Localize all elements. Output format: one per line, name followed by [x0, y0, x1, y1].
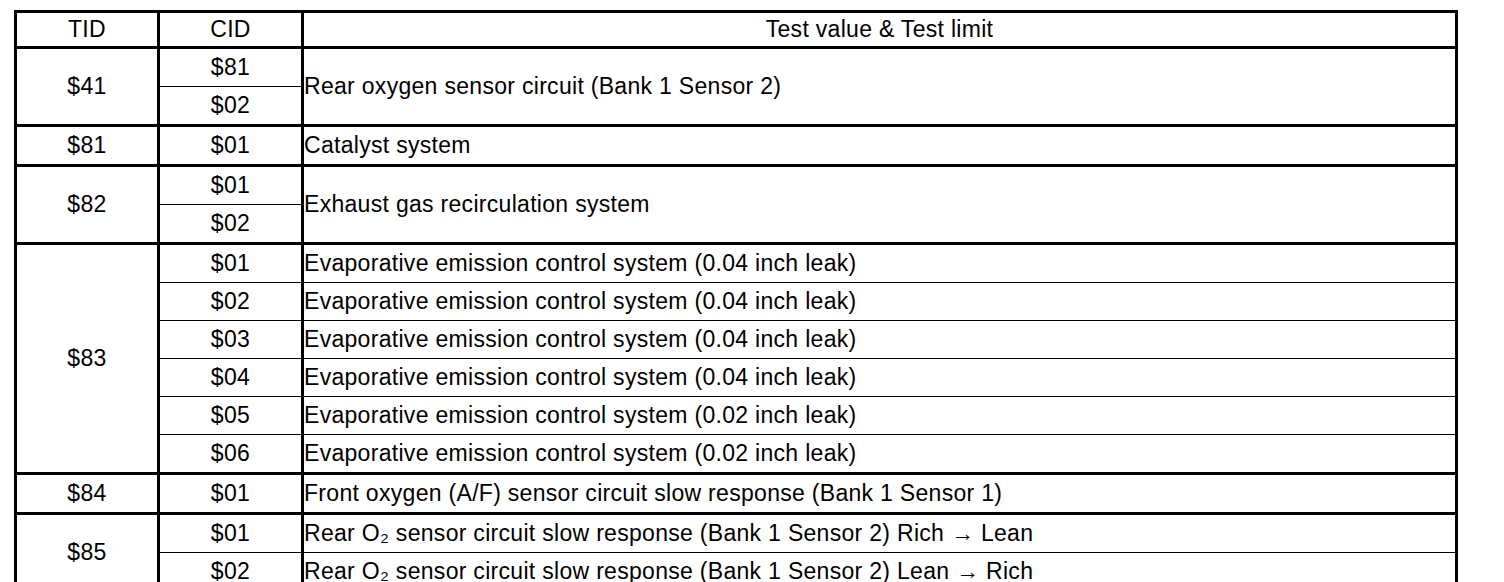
table-row: $83$01Evaporative emission control syste…: [16, 244, 1457, 283]
table-row: $85$01Rear O₂ sensor circuit slow respon…: [16, 514, 1457, 553]
test-description-cell: Rear oxygen sensor circuit (Bank 1 Senso…: [303, 48, 1457, 126]
test-description-cell: Evaporative emission control system (0.0…: [303, 244, 1457, 283]
test-description-cell: Front oxygen (A/F) sensor circuit slow r…: [303, 474, 1457, 514]
cid-cell: $05: [159, 397, 303, 435]
cid-cell: $01: [159, 514, 303, 553]
tid-cell: $81: [16, 126, 159, 166]
cid-cell: $06: [159, 435, 303, 474]
test-description-cell: Evaporative emission control system (0.0…: [303, 283, 1457, 321]
column-header-tid: TID: [16, 12, 159, 48]
table-row: $82$01Exhaust gas recirculation system: [16, 166, 1457, 205]
cid-cell: $02: [159, 87, 303, 126]
test-description-cell: Evaporative emission control system (0.0…: [303, 397, 1457, 435]
table-row: $81$01Catalyst system: [16, 126, 1457, 166]
header-row: TID CID Test value & Test limit: [16, 12, 1457, 48]
table-row: $06Evaporative emission control system (…: [16, 435, 1457, 474]
table-body: $41$81Rear oxygen sensor circuit (Bank 1…: [16, 48, 1457, 582]
test-description-cell: Rear O₂ sensor circuit slow response (Ba…: [303, 514, 1457, 553]
cid-cell: $81: [159, 48, 303, 87]
cid-cell: $02: [159, 283, 303, 321]
test-description-cell: Catalyst system: [303, 126, 1457, 166]
tid-cell: $85: [16, 514, 159, 582]
test-description-cell: Evaporative emission control system (0.0…: [303, 435, 1457, 474]
test-description-cell: Exhaust gas recirculation system: [303, 166, 1457, 244]
table-row: $84$01Front oxygen (A/F) sensor circuit …: [16, 474, 1457, 514]
tid-cell: $84: [16, 474, 159, 514]
tid-cid-test-table: TID CID Test value & Test limit $41$81Re…: [14, 10, 1458, 582]
table-row: $03Evaporative emission control system (…: [16, 321, 1457, 359]
test-description-cell: Evaporative emission control system (0.0…: [303, 359, 1457, 397]
table-row: $04Evaporative emission control system (…: [16, 359, 1457, 397]
cid-cell: $04: [159, 359, 303, 397]
table-header: TID CID Test value & Test limit: [16, 12, 1457, 48]
cid-cell: $01: [159, 166, 303, 205]
tid-cell: $41: [16, 48, 159, 126]
tid-cell: $83: [16, 244, 159, 474]
table-row: $05Evaporative emission control system (…: [16, 397, 1457, 435]
table-row: $41$81Rear oxygen sensor circuit (Bank 1…: [16, 48, 1457, 87]
cid-cell: $02: [159, 553, 303, 582]
table-row: $02Evaporative emission control system (…: [16, 283, 1457, 321]
cid-cell: $02: [159, 205, 303, 244]
cid-cell: $01: [159, 244, 303, 283]
column-header-test-value: Test value & Test limit: [303, 12, 1457, 48]
tid-cell: $82: [16, 166, 159, 244]
table-row: $02Rear O₂ sensor circuit slow response …: [16, 553, 1457, 582]
test-description-cell: Evaporative emission control system (0.0…: [303, 321, 1457, 359]
document-page: TID CID Test value & Test limit $41$81Re…: [0, 0, 1504, 582]
cid-cell: $01: [159, 474, 303, 514]
cid-cell: $03: [159, 321, 303, 359]
column-header-cid: CID: [159, 12, 303, 48]
test-description-cell: Rear O₂ sensor circuit slow response (Ba…: [303, 553, 1457, 582]
cid-cell: $01: [159, 126, 303, 166]
